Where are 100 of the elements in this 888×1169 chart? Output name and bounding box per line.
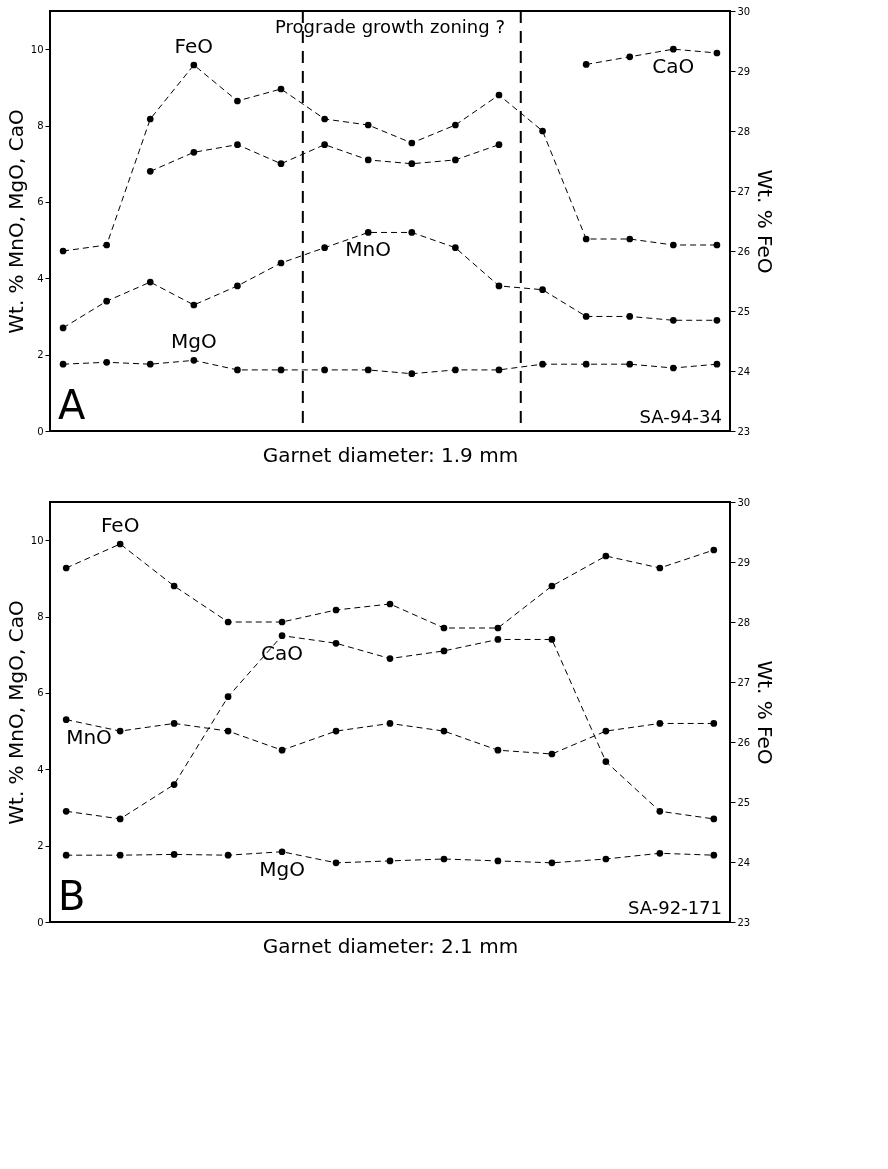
point [332, 606, 340, 614]
series-label: MnO [66, 724, 112, 749]
point [656, 807, 664, 815]
point [321, 141, 328, 148]
point [548, 582, 556, 590]
point [62, 564, 70, 572]
point [59, 247, 67, 255]
y-tick-label: 8 [37, 611, 44, 623]
annotation: A [58, 382, 86, 428]
point [656, 720, 664, 727]
point [582, 360, 590, 368]
y2-tick-label: 30 [737, 496, 751, 508]
y2-tick-label: 27 [737, 185, 751, 197]
point [277, 259, 285, 267]
point [710, 815, 718, 823]
point [364, 366, 372, 374]
y2-tick-label: 24 [737, 856, 751, 868]
y2-tick-label: 25 [737, 796, 751, 808]
point [602, 727, 610, 735]
point [278, 618, 286, 626]
y2-tick-label: 29 [737, 65, 751, 77]
point [548, 859, 556, 867]
point [332, 727, 340, 735]
point [103, 297, 111, 305]
point [494, 636, 502, 643]
point [224, 851, 232, 859]
point [710, 720, 718, 727]
point [656, 849, 664, 857]
point [710, 851, 718, 859]
point [408, 370, 416, 378]
point [386, 655, 394, 662]
point [713, 49, 721, 57]
point [234, 97, 241, 105]
point [386, 720, 394, 727]
y-tick-label: 2 [37, 840, 44, 852]
point [669, 364, 677, 372]
point [602, 758, 610, 765]
point [190, 357, 198, 364]
point [277, 366, 285, 374]
point [495, 366, 503, 374]
y2-tick-label: 28 [737, 125, 751, 137]
point [332, 639, 340, 647]
point [386, 600, 394, 608]
annotation: SA-92-171 [628, 897, 722, 918]
y-tick-label: 10 [30, 43, 44, 55]
y-tick-label: 0 [37, 916, 44, 928]
point [548, 750, 556, 758]
point [59, 360, 67, 368]
point [626, 235, 634, 243]
point [386, 857, 394, 865]
point [602, 855, 610, 863]
y-axis-title: Wt. % MnO, MgO, CaO [3, 600, 28, 825]
point [582, 235, 590, 243]
x-axis-title: Garnet diameter: 1.9 mm [262, 442, 519, 467]
point [116, 851, 124, 859]
point [103, 241, 111, 249]
point [234, 366, 241, 374]
point [146, 168, 154, 175]
point [278, 746, 286, 754]
point [224, 693, 232, 701]
point [539, 286, 546, 294]
point [321, 244, 328, 252]
point [452, 244, 459, 252]
point [190, 301, 198, 309]
y-tick-label: 6 [37, 196, 44, 208]
y2-tick-label: 28 [737, 616, 751, 628]
point [170, 781, 178, 788]
point [626, 360, 634, 368]
point [146, 278, 154, 286]
point [321, 366, 328, 374]
series-label: MgO [259, 856, 305, 881]
annotation: Prograde growth zoning ? [275, 16, 505, 37]
point [278, 848, 286, 856]
y2-tick-label: 29 [737, 556, 751, 568]
point [656, 564, 664, 572]
y2-tick-label: 23 [737, 916, 751, 928]
point [170, 582, 178, 590]
point [495, 141, 503, 148]
point [452, 121, 459, 129]
point [669, 316, 677, 324]
point [103, 358, 111, 366]
y-tick-label: 2 [37, 349, 44, 361]
point [440, 855, 448, 863]
point [602, 552, 610, 560]
point [582, 61, 590, 68]
point [494, 624, 502, 632]
point [582, 313, 590, 320]
point [626, 313, 634, 320]
point [710, 546, 718, 554]
y2-tick-label: 23 [737, 425, 751, 437]
point [548, 636, 556, 643]
point [408, 139, 416, 147]
point [116, 540, 124, 548]
point [59, 324, 67, 332]
point [440, 647, 448, 655]
point [277, 160, 285, 168]
y2-tick-label: 26 [737, 245, 751, 257]
point [146, 360, 154, 368]
point [277, 85, 285, 93]
annotation: B [58, 873, 86, 919]
